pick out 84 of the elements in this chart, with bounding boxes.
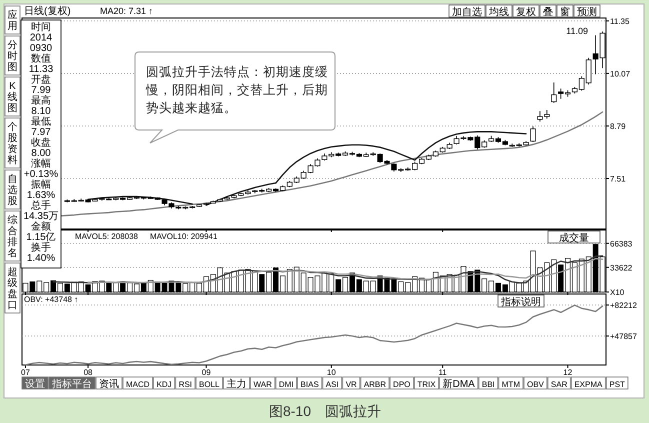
y-tick-label: 11.35: [610, 16, 630, 26]
annotation: 数值: [31, 54, 51, 64]
annotation: 指标说明: [500, 296, 541, 308]
y-tick-label: 8.79: [610, 122, 626, 131]
annotation: 14.35万: [23, 211, 59, 222]
text: 叠: [543, 7, 553, 18]
text: BIAS: [300, 380, 319, 389]
text: 图8-10 圆弧拉升: [268, 403, 382, 419]
text: PST: [609, 380, 626, 389]
text: DPO: [393, 380, 410, 389]
x-tick-label: 11: [438, 368, 448, 377]
y-tick-label: 10.07: [610, 69, 631, 78]
x-tick-label: 12: [563, 368, 573, 377]
annotation: 2014: [30, 32, 53, 44]
y-tick-label: 33622: [610, 263, 633, 272]
annotation: 成交量: [559, 232, 589, 244]
text: 应用: [8, 9, 18, 32]
text: K线图: [8, 81, 18, 114]
x-tick-label: 07: [21, 368, 30, 377]
text: 窗: [560, 6, 570, 18]
annotation: 8.10: [31, 106, 52, 117]
text: WAR: [254, 380, 272, 389]
annotation: 1.15亿: [26, 232, 56, 243]
annotation: 7.99: [31, 85, 52, 96]
annotation: 开盘: [31, 74, 51, 86]
text: 综合排名: [8, 214, 18, 259]
annotation: 换手: [31, 242, 51, 254]
y-tick-label: 66383: [610, 239, 633, 248]
annotation: 金额: [31, 220, 51, 232]
annotation: 最高: [31, 94, 51, 106]
text: OBV: [526, 380, 545, 389]
text: MACD: [126, 380, 150, 389]
annotation: 1.40%: [26, 253, 56, 264]
text: MA20: 7.31 ↑: [100, 6, 154, 16]
text: BBI: [482, 380, 495, 389]
annotation: 1.63%: [26, 190, 56, 201]
annotation: 11.33: [28, 64, 54, 75]
text: 日线(复权): [24, 5, 71, 17]
annotation: 涨幅: [31, 158, 51, 170]
text: KDJ: [156, 380, 172, 389]
annotation: 8.00: [31, 148, 52, 159]
annotation: 总手: [30, 200, 51, 212]
text: 加自选: [452, 6, 482, 18]
text: SAR: [550, 380, 568, 389]
y-tick-label: +47857: [610, 332, 638, 341]
text: VR: [346, 380, 358, 389]
text: 均线: [488, 6, 509, 18]
text: 自选股: [8, 173, 18, 207]
annotation: 7.97: [31, 127, 52, 138]
annotation: MAVOL10: 209941: [150, 232, 218, 241]
y-tick-label: +82212: [610, 300, 638, 310]
text: MTM: [502, 380, 520, 389]
text: 主力: [226, 378, 246, 390]
y-tick-label: X10: [610, 288, 625, 297]
text: 预测: [577, 6, 597, 18]
x-tick-label: 08: [84, 368, 94, 377]
x-tick-label: 10: [326, 368, 336, 377]
text: EXPMA: [574, 380, 604, 389]
text: 指标平台: [51, 378, 92, 390]
annotation: 最低: [31, 116, 51, 128]
annotation: MAVOL5: 208038: [75, 232, 139, 241]
text: 个股资料: [8, 121, 18, 166]
text: DMI: [278, 380, 294, 389]
text: ASI: [326, 380, 339, 389]
text: 超级盘口: [8, 266, 18, 311]
annotation: OBV: +43748 ↑: [24, 295, 78, 304]
text: 新DMA: [442, 378, 476, 390]
annotation: 时间: [31, 21, 51, 33]
annotation: +0.13%: [24, 169, 58, 180]
annotation: 圆弧拉升手法特点：初期速度缓慢，阴阳相间，交替上升，后期势头越来越猛。: [145, 64, 328, 115]
annotation: 0930: [30, 43, 53, 54]
text: 设置: [25, 378, 45, 390]
text: 复权: [516, 6, 536, 18]
text: 资讯: [99, 378, 119, 390]
annotation: 振幅: [31, 178, 51, 190]
x-tick-label: 09: [202, 368, 212, 377]
annotation: 11.09: [566, 26, 588, 36]
text: TRIX: [417, 380, 436, 389]
annotation: 收盘: [31, 136, 51, 148]
text: RSI: [178, 380, 192, 389]
text: BOLL: [199, 380, 220, 389]
text: 分时图: [8, 39, 18, 73]
text: ARBR: [364, 380, 386, 389]
y-tick-label: 7.51: [610, 174, 626, 184]
